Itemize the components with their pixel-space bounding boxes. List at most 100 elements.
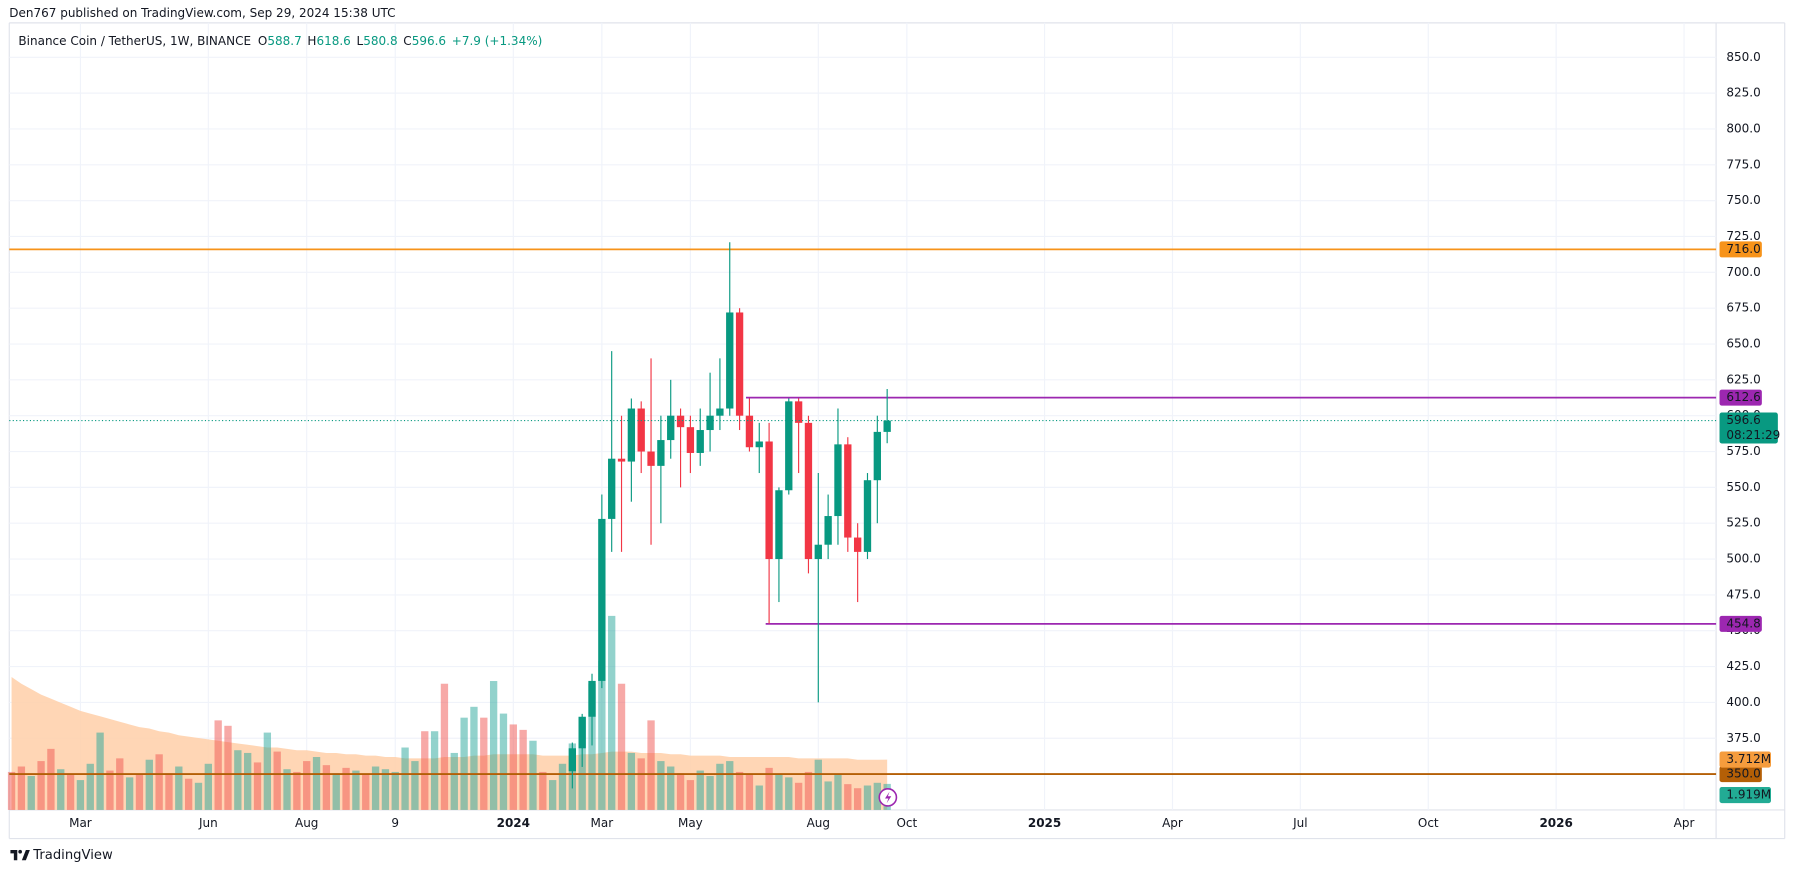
candle-body: [657, 440, 665, 466]
level-label-box: [1719, 389, 1762, 406]
volume-bar: [234, 750, 242, 810]
candle-body: [765, 441, 773, 560]
volume-bar: [411, 761, 419, 810]
level-label: 716.0: [1726, 242, 1760, 256]
volume-bar: [66, 774, 75, 810]
legend-ohlc-value: 580.8: [363, 34, 397, 48]
legend-ohlc-key: C: [403, 34, 411, 48]
volume-bar: [440, 683, 449, 810]
volume-bar: [283, 769, 291, 810]
volume-bar: [352, 770, 360, 810]
x-tick-label: 2024: [497, 816, 530, 830]
volume-bar: [37, 761, 45, 810]
candle-body: [785, 401, 793, 491]
volume-bar: [391, 771, 399, 810]
x-tick-label: 9: [391, 816, 399, 830]
volume-bar: [214, 720, 222, 810]
volume-bar: [244, 752, 252, 810]
y-tick-label: 525.0: [1726, 516, 1760, 530]
y-tick-label: 750.0: [1726, 193, 1760, 207]
volume-bar: [558, 763, 567, 810]
brand-name: TradingView: [32, 848, 113, 863]
y-tick-label: 700.0: [1726, 265, 1760, 279]
volume-bar: [17, 766, 26, 810]
volume-bar: [794, 782, 803, 810]
volume-bar: [873, 782, 881, 810]
volume-bar: [519, 729, 527, 810]
candle-body: [676, 415, 685, 428]
volume-bar: [460, 717, 468, 810]
candle-body: [735, 312, 744, 416]
y-tick-label: 675.0: [1726, 301, 1760, 315]
legend-ohlc-value: 588.7: [267, 34, 301, 48]
candle-body: [804, 422, 813, 560]
volume-bar: [657, 761, 665, 810]
volume-bar: [647, 720, 655, 810]
volume-bar: [814, 759, 822, 810]
publisher-line: Den767 published on TradingView.com, Sep…: [9, 6, 395, 20]
candle-body: [814, 544, 822, 560]
candle-body: [755, 441, 763, 448]
volume-bar: [7, 771, 16, 810]
volume-bar: [86, 763, 94, 810]
volume-bar: [470, 706, 478, 810]
y-tick-label: 550.0: [1726, 480, 1760, 494]
volume-bar: [312, 757, 321, 810]
volume-ma-box: [1719, 751, 1771, 768]
lightning-icon: [878, 787, 898, 807]
legend-change: +7.9 (+1.34%): [452, 34, 543, 48]
candle-body: [667, 415, 675, 441]
y-tick-label: 800.0: [1726, 121, 1760, 135]
candle-body: [706, 415, 714, 431]
candle-body: [873, 431, 881, 481]
volume-bar: [175, 766, 183, 810]
volume-bar: [224, 725, 232, 810]
legend-ohlc-key: O: [258, 34, 267, 48]
candle-body: [686, 427, 695, 453]
plot-layer: 375.0400.0425.0450.0475.0500.0525.0550.0…: [7, 22, 1780, 830]
volume-bar: [824, 781, 832, 810]
y-tick-label: 825.0: [1726, 86, 1760, 100]
volume-bar: [696, 770, 704, 810]
volume-bar: [480, 717, 488, 810]
volume-bar: [608, 615, 616, 810]
y-tick-label: 375.0: [1726, 731, 1760, 745]
legend: Binance Coin / TetherUS, 1W, BINANCE O588…: [18, 34, 542, 48]
volume-bar: [598, 660, 606, 810]
candle-body: [617, 458, 626, 462]
volume-bar: [322, 765, 331, 810]
x-tick-label: Aug: [807, 816, 830, 830]
y-tick-label: 475.0: [1726, 587, 1760, 601]
volume-bar: [667, 766, 675, 810]
volume-bar: [765, 767, 773, 810]
x-tick-label: Oct: [896, 816, 917, 830]
volume-bar: [135, 774, 144, 810]
candle-body: [627, 408, 636, 462]
volume-bar: [342, 767, 350, 810]
candle-body: [824, 516, 832, 545]
volume-bar: [785, 777, 793, 810]
volume-bar: [381, 769, 390, 810]
volume-bar: [834, 774, 842, 810]
y-tick-label: 400.0: [1726, 695, 1760, 709]
volume-bar: [588, 683, 596, 810]
x-tick-label: May: [678, 816, 703, 830]
candle-body: [696, 430, 704, 453]
legend-ohlc-value: 596.6: [412, 34, 446, 48]
candle-body: [598, 518, 606, 681]
y-tick-label: 625.0: [1726, 372, 1760, 386]
volume-bar: [804, 771, 813, 810]
candle-body: [844, 444, 852, 538]
volume-bar: [57, 769, 65, 810]
x-tick-label: Jun: [198, 816, 218, 830]
volume-bar: [686, 780, 695, 810]
candle-body: [637, 408, 645, 452]
volume-bar: [450, 752, 458, 810]
volume-bar: [401, 747, 409, 810]
x-tick-label: Aug: [295, 816, 318, 830]
volume-bar: [96, 732, 104, 810]
x-tick-label: Mar: [591, 816, 614, 830]
volume-bar: [155, 754, 163, 810]
candle-body: [588, 680, 596, 717]
